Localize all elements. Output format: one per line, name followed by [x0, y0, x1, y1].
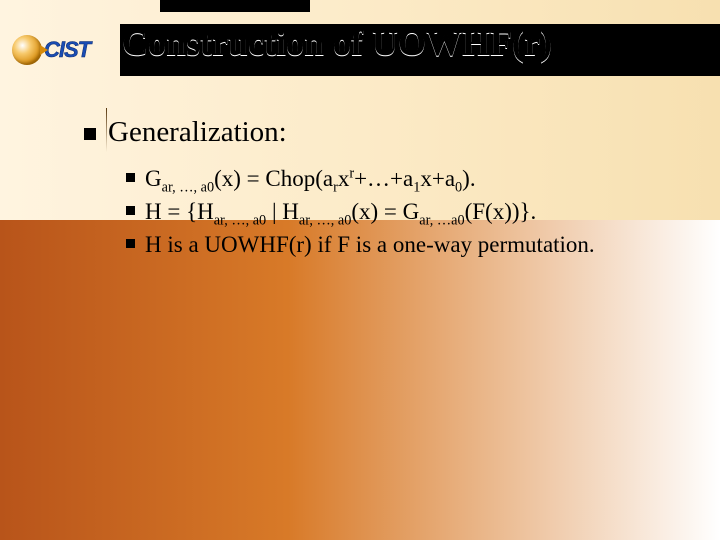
logo: CIST [12, 32, 116, 68]
sub-bullet-3: H is a UOWHF(r) if F is a one-way permut… [126, 229, 595, 260]
main-bullet: Generalization: [84, 116, 595, 149]
sub-bullet-3-text: H is a UOWHF(r) if F is a one-way permut… [145, 229, 595, 260]
background-bottom [0, 220, 720, 540]
bullet-square-icon [126, 173, 135, 182]
main-bullet-text: Generalization: [108, 116, 287, 149]
sub-bullet-2-text: H = {Har, …, a0 | Har, …, a0(x) = Gar, …… [145, 196, 536, 227]
sub-bullet-1: Gar, …, a0(x) = Chop(arxr+…+a1x+a0). [126, 163, 595, 194]
logo-sphere-icon [12, 35, 42, 65]
bullet-square-icon [126, 239, 135, 248]
content-area: Generalization: Gar, …, a0(x) = Chop(arx… [84, 116, 595, 262]
sub-bullet-2: H = {Har, …, a0 | Har, …, a0(x) = Gar, …… [126, 196, 595, 227]
logo-text: CIST [44, 37, 90, 63]
page-title: Construction of UOWHF(r) [122, 22, 552, 64]
sub-bullet-1-text: Gar, …, a0(x) = Chop(arxr+…+a1x+a0). [145, 163, 476, 194]
top-accent-bar [160, 0, 310, 12]
sub-bullet-list: Gar, …, a0(x) = Chop(arxr+…+a1x+a0). H =… [126, 163, 595, 260]
bullet-square-icon [126, 206, 135, 215]
bullet-square-icon [84, 128, 96, 140]
